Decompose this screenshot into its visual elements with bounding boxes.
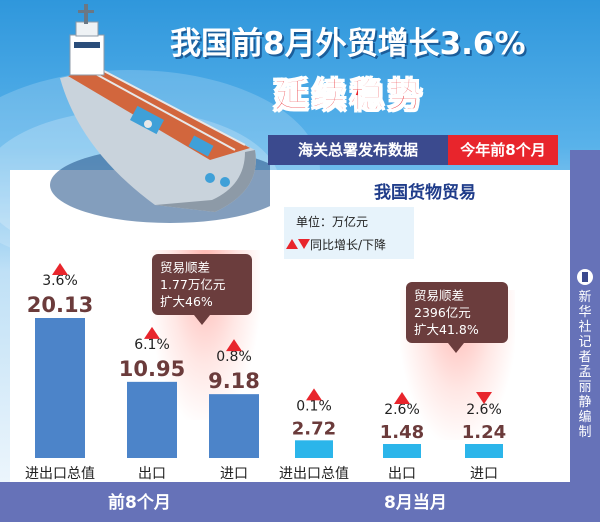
source-tag: 海关总署发布数据 — [268, 135, 448, 165]
up-arrow-icon — [52, 263, 68, 275]
change-label: 2.6% — [384, 402, 420, 418]
section-title: 我国货物贸易 — [374, 183, 476, 203]
callout-line: 贸易顺差 — [414, 288, 465, 303]
change-label: 0.1% — [296, 398, 332, 414]
up-arrow-icon — [394, 392, 410, 404]
change-label: 2.6% — [466, 402, 502, 418]
footer-bar — [0, 482, 600, 522]
bar — [35, 318, 85, 458]
bar-value-label: 9.18 — [208, 369, 260, 393]
headline-title: 我国前8月外贸增长3.6% — [170, 26, 526, 62]
change-label: 0.8% — [216, 349, 252, 365]
bar — [209, 394, 259, 458]
category-label: 进口 — [220, 466, 248, 482]
cargo-ship-illustration — [50, 4, 270, 223]
up-arrow-icon — [306, 388, 322, 401]
trade-surplus-callout: 贸易顺差 2396亿元 扩大41.8% — [406, 282, 508, 343]
credit-text: 新华社记者 孟丽静编制 — [578, 290, 592, 440]
bar — [295, 440, 333, 458]
callout-pointer — [194, 315, 210, 325]
category-label: 进口 — [470, 466, 498, 482]
down-arrow-icon — [476, 392, 492, 404]
side-strip — [570, 150, 600, 522]
legend-box — [284, 207, 414, 259]
bar-value-label: 20.13 — [27, 293, 93, 317]
up-down-legend-icon — [286, 239, 310, 249]
unit-label: 单位：万亿元 — [296, 215, 369, 229]
change-legend-label: 同比增长/下降 — [310, 238, 387, 252]
callout-line: 1.77万亿元 — [160, 277, 226, 292]
bar-value-label: 1.48 — [380, 422, 424, 443]
category-label: 进出口总值 — [25, 466, 95, 482]
callout-pointer — [448, 343, 464, 353]
bar-value-label: 10.95 — [119, 357, 185, 381]
headline-subtitle: 延续稳势 — [274, 76, 426, 117]
category-label: 进出口总值 — [279, 466, 349, 482]
category-label: 出口 — [138, 466, 166, 482]
change-label: 3.6% — [42, 273, 78, 289]
callout-line: 扩大46% — [160, 294, 213, 309]
bar — [127, 381, 177, 458]
callout-line: 扩大41.8% — [414, 322, 479, 337]
category-label: 出口 — [388, 466, 416, 482]
bar — [383, 444, 421, 458]
trade-surplus-callout: 贸易顺差 1.77万亿元 扩大46% — [152, 254, 252, 315]
period-tag: 今年前8个月 — [448, 135, 558, 165]
callout-line: 2396亿元 — [414, 305, 471, 320]
bar — [465, 444, 503, 458]
callout-line: 贸易顺差 — [160, 260, 211, 275]
xinhua-logo-icon — [577, 269, 593, 285]
bar-value-label: 1.24 — [462, 422, 506, 443]
change-label: 6.1% — [134, 337, 170, 353]
period-label-first8: 前8个月 — [108, 493, 171, 513]
bar-value-label: 2.72 — [292, 418, 336, 439]
up-arrow-icon — [226, 339, 242, 352]
up-arrow-icon — [144, 326, 160, 339]
period-label-august: 8月当月 — [384, 493, 447, 513]
